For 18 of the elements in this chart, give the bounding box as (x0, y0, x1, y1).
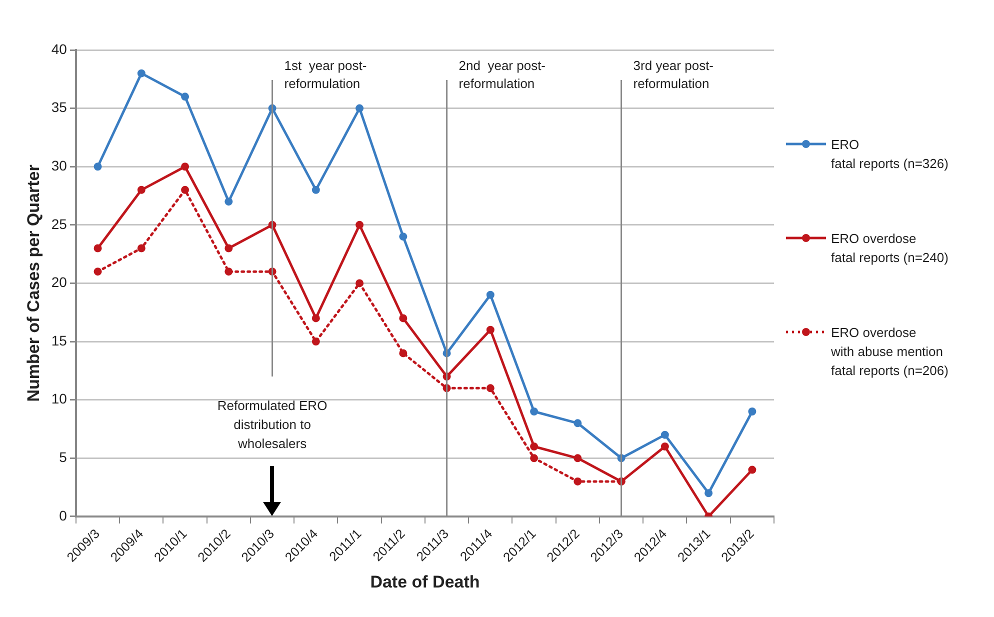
y-tick-label: 30 (51, 157, 68, 174)
y-tick-label: 5 (59, 449, 68, 466)
y-tick-label: 35 (51, 99, 68, 116)
y-tick-label: 40 (51, 40, 68, 57)
ref-line-label: 1st year post- reformulation (284, 58, 367, 92)
y-tick-label: 0 (59, 507, 68, 524)
x-axis-title: Date of Death (370, 572, 480, 592)
annotation: Reformulated ERO distribution to wholesalers (216, 397, 328, 454)
ref-line-label: 2nd year post- reformulation (458, 58, 546, 92)
y-tick-label: 25 (51, 216, 68, 232)
y-axis-title: Number of Cases per Quarter (24, 164, 43, 402)
y-tick-label: 20 (51, 274, 68, 290)
legend-label: ERO overdose fatal reports (n=240) (831, 230, 948, 267)
y-tick-label: 15 (51, 332, 68, 348)
legend-label: ERO overdose with abuse mention fatal reports (n=206) (831, 324, 948, 380)
legend-label: ERO fatal reports (n=326) (831, 136, 948, 173)
ref-line-label: 3rd year post- reformulation (633, 58, 714, 92)
y-tick-label: 10 (51, 390, 68, 407)
